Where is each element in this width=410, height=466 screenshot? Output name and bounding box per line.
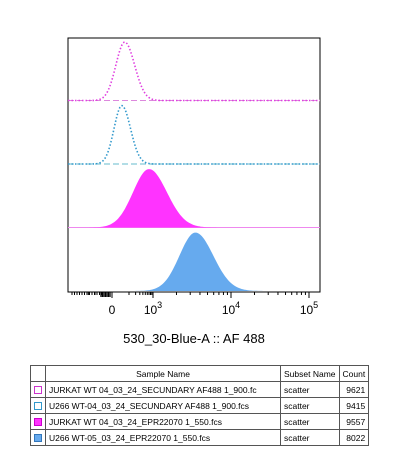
legend-row[interactable]: U266 WT-05_03_24_EPR22070 1_550.fcs scat… [30, 429, 370, 446]
legend-subset-name: scatter [280, 397, 340, 414]
legend-header-sample: Sample Name [45, 365, 281, 382]
x-tick-exponent: 4 [235, 300, 240, 310]
legend-swatch [34, 386, 42, 395]
histogram-line [68, 104, 320, 165]
x-tick-exponent: 5 [313, 300, 318, 310]
x-tick-label: 0 [109, 303, 116, 317]
histogram-line [68, 41, 320, 102]
legend-sample-name: U266 WT-05_03_24_EPR22070 1_550.fcs [45, 429, 281, 446]
legend-row[interactable]: JURKAT WT 04_03_24_SECUNDARY AF488 1_900… [30, 381, 370, 398]
plot-frame [67, 37, 321, 293]
legend-sample-name: U266 WT-04_03_24_SECUNDARY AF488 1_900.f… [45, 397, 281, 414]
histogram-series-1 [68, 41, 320, 102]
legend-swatch [34, 434, 42, 443]
legend-subset-name: scatter [280, 381, 340, 398]
histogram-series-4 [68, 232, 320, 291]
histogram-fill [68, 169, 320, 228]
histogram-series-2 [68, 104, 320, 165]
legend-swatch [34, 402, 42, 411]
x-tick-label: 104 [222, 300, 240, 317]
histogram-series-3 [68, 169, 320, 228]
legend-swatch [34, 418, 42, 427]
x-tick-label: 103 [144, 300, 162, 317]
legend-header-subset: Subset Name [280, 365, 340, 382]
histogram-plot: 0 103 104 105 [67, 37, 321, 317]
legend-sample-name: JURKAT WT 04_03_24_EPR22070 1_550.fcs [45, 413, 281, 430]
x-axis-title: 530_30-Blue-A :: AF 488 [123, 331, 265, 346]
legend-subset-name: scatter [280, 413, 340, 430]
x-axis: 0 103 104 105 [71, 292, 318, 317]
legend-row[interactable]: U266 WT-04_03_24_SECUNDARY AF488 1_900.f… [30, 397, 370, 414]
legend-count: 9415 [338, 397, 370, 414]
legend-row[interactable]: JURKAT WT 04_03_24_EPR22070 1_550.fcs sc… [30, 413, 370, 430]
legend-count: 8022 [338, 429, 370, 446]
sample-legend-table: Sample Name Subset Name Count JURKAT WT … [30, 365, 370, 446]
x-tick-label: 105 [300, 300, 318, 317]
x-tick-exponent: 3 [157, 300, 162, 310]
legend-header-swatch [30, 365, 46, 382]
legend-count: 9621 [338, 381, 370, 398]
legend-sample-name: JURKAT WT 04_03_24_SECUNDARY AF488 1_900… [45, 381, 281, 398]
histogram-fill [68, 232, 320, 291]
legend-header-count: Count [338, 365, 370, 382]
legend-count: 9557 [338, 413, 370, 430]
legend-header-row: Sample Name Subset Name Count [30, 365, 370, 382]
legend-subset-name: scatter [280, 429, 340, 446]
